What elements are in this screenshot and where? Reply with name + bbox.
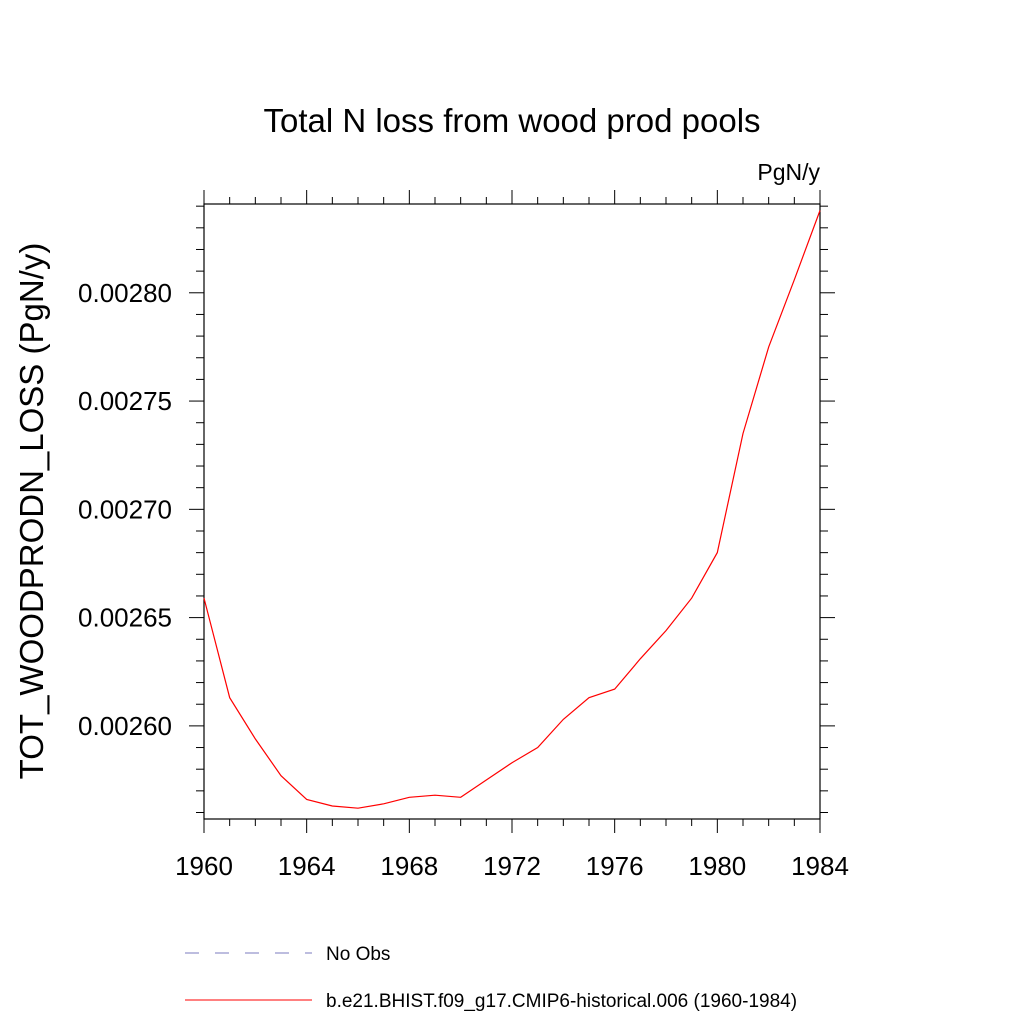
plot-frame: [203, 203, 821, 820]
legend-label-no-obs: No Obs: [326, 944, 390, 965]
y-axis-label: TOT_WOODPRODN_LOSS (PgN/y): [13, 243, 50, 780]
plot-axes: [189, 190, 835, 833]
x-tick-label: 1964: [278, 851, 336, 881]
y-tick-label: 0.00275: [78, 386, 172, 416]
x-tick-label: 1984: [791, 851, 849, 881]
y-tick-label: 0.00260: [78, 711, 172, 741]
x-tick-label: 1960: [175, 851, 233, 881]
legend: No Obs b.e21.BHIST.f09_g17.CMIP6-histori…: [185, 944, 797, 1012]
series-line-1: [203, 210, 821, 809]
x-tick-labels: 1960 1964 1968 1972 1976 1980 1984: [175, 851, 849, 881]
y-tick-labels: 0.00260 0.00265 0.00270 0.00275 0.00280: [78, 278, 172, 741]
x-tick-label: 1980: [688, 851, 746, 881]
chart-title: Total N loss from wood prod pools: [263, 102, 760, 139]
x-tick-label: 1972: [483, 851, 541, 881]
x-tick-label: 1976: [586, 851, 644, 881]
series-lines: [203, 210, 821, 809]
y-tick-label: 0.00280: [78, 278, 172, 308]
y-tick-label: 0.00265: [78, 603, 172, 633]
y-tick-label: 0.00270: [78, 494, 172, 524]
legend-label-model: b.e21.BHIST.f09_g17.CMIP6-historical.006…: [326, 991, 797, 1012]
units-label: PgN/y: [757, 159, 820, 185]
x-tick-label: 1968: [380, 851, 438, 881]
